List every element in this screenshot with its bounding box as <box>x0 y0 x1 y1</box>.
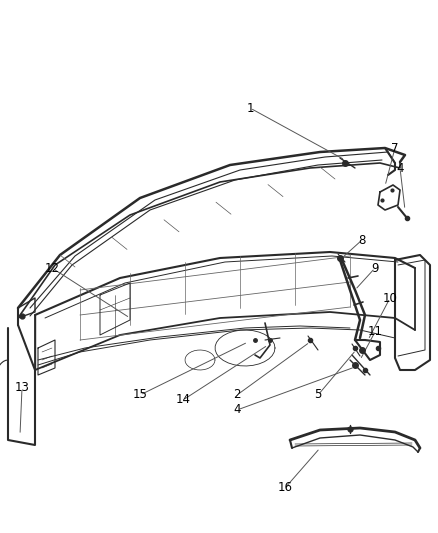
Text: 16: 16 <box>277 481 292 495</box>
Text: 10: 10 <box>381 292 396 304</box>
Text: 2: 2 <box>233 389 240 401</box>
Text: 11: 11 <box>367 326 381 338</box>
Text: 14: 14 <box>175 393 190 407</box>
Text: 15: 15 <box>132 389 147 401</box>
Text: 13: 13 <box>14 382 29 394</box>
Text: 8: 8 <box>357 233 365 246</box>
Text: 5: 5 <box>314 389 321 401</box>
Text: 7: 7 <box>390 141 398 155</box>
Text: 9: 9 <box>371 262 378 274</box>
Text: 4: 4 <box>233 403 240 416</box>
Text: 12: 12 <box>44 262 60 274</box>
Text: 4: 4 <box>396 161 403 174</box>
Text: 1: 1 <box>246 101 253 115</box>
